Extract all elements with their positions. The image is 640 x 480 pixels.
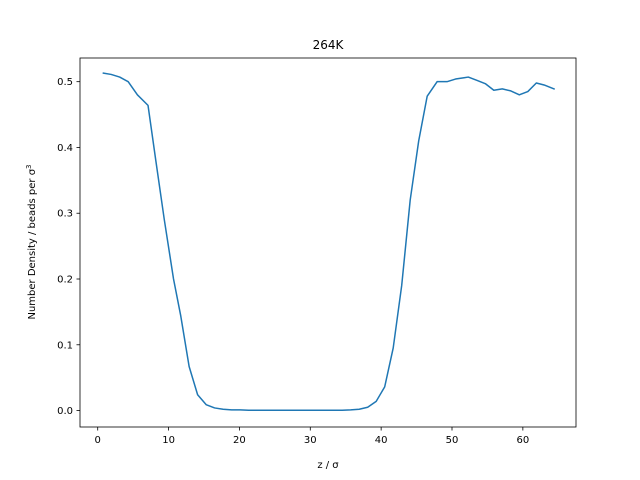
x-tick-label: 0 [95, 435, 101, 446]
series-line-0 [102, 72, 556, 411]
x-tick-label: 10 [162, 435, 175, 446]
y-axis-label-superscript: 3 [25, 164, 33, 168]
x-axis-label: z / σ [317, 460, 339, 471]
y-tick-label: 0.2 [57, 275, 73, 286]
x-tick-label: 20 [233, 435, 246, 446]
y-tick-label: 0.0 [57, 406, 73, 417]
y-tick-label: 0.1 [57, 340, 73, 351]
y-tick-label: 0.5 [57, 77, 73, 88]
y-axis-label-main: Number Density / beads per σ [27, 168, 38, 319]
y-axis-label: Number Density / beads per σ3 [25, 164, 38, 319]
y-axis: 0.0 0.1 0.2 0.3 0.4 0.5 [57, 77, 80, 417]
axes-frame [79, 57, 577, 428]
x-tick-label: 30 [304, 435, 317, 446]
x-tick-label: 60 [516, 435, 529, 446]
y-tick-label: 0.4 [57, 143, 73, 154]
x-axis: 0 10 20 30 40 50 60 [95, 427, 529, 446]
x-tick-label: 40 [375, 435, 388, 446]
chart-title: 264K [313, 38, 345, 52]
x-tick-label: 50 [446, 435, 459, 446]
plot-area [102, 72, 556, 411]
y-tick-label: 0.3 [57, 209, 73, 220]
